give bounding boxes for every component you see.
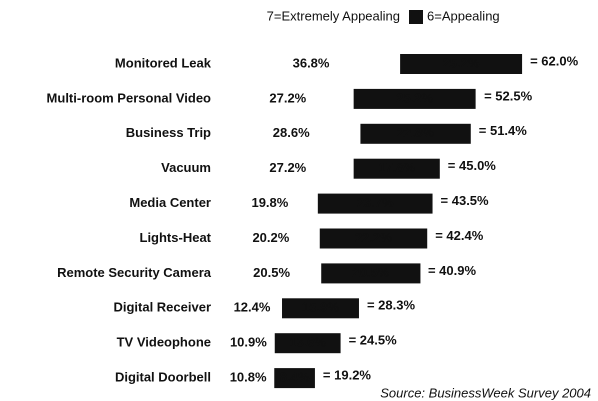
legend-label: 7=Extremely Appealing xyxy=(267,8,400,23)
category-label: Lights-Heat xyxy=(140,230,212,245)
total-label: = 51.4% xyxy=(479,123,528,138)
value-label: 27.2% xyxy=(269,90,306,105)
total-label: = 45.0% xyxy=(448,158,497,173)
value-label: 20.5% xyxy=(352,265,389,280)
category-label: Business Trip xyxy=(126,125,211,140)
source-note: Source: BusinessWeek Survey 2004 xyxy=(380,385,591,400)
value-label: 22.8% xyxy=(397,125,434,140)
bar-segment xyxy=(222,263,322,284)
category-label: Vacuum xyxy=(161,160,211,175)
bar-segment xyxy=(274,368,315,389)
legend-swatch xyxy=(409,10,423,24)
bar-segment xyxy=(353,88,476,109)
bar-segment xyxy=(282,298,359,319)
category-label: Digital Doorbell xyxy=(115,370,211,385)
total-label: = 52.5% xyxy=(484,88,533,103)
bar-segment xyxy=(274,333,341,354)
bar-segment xyxy=(222,228,320,249)
value-label: 8.4% xyxy=(280,370,310,385)
value-label: 28.6% xyxy=(273,125,310,140)
value-label: 19.8% xyxy=(251,195,288,210)
bar-segment xyxy=(353,158,440,179)
bar-segment xyxy=(222,123,361,144)
value-label: 15.9% xyxy=(302,300,339,315)
total-label: = 43.5% xyxy=(441,193,490,208)
value-label: 17.8% xyxy=(378,160,415,175)
value-label: 36.8% xyxy=(293,55,330,70)
category-label: Media Center xyxy=(129,195,211,210)
bar-segment xyxy=(222,368,275,389)
category-label: TV Videophone xyxy=(117,335,211,350)
bar-segment xyxy=(222,88,354,109)
value-label: 22.2% xyxy=(355,230,392,245)
value-label: 13.6% xyxy=(289,335,326,350)
bar-segment xyxy=(222,333,275,354)
bar-segment xyxy=(222,298,283,319)
value-label: 10.9% xyxy=(230,335,267,350)
value-label: 27.2% xyxy=(269,160,306,175)
bar-segment xyxy=(222,193,318,214)
total-label: = 40.9% xyxy=(428,263,477,278)
value-label: 25.2% xyxy=(443,55,480,70)
bar-segment xyxy=(321,263,421,284)
value-label: 23.7% xyxy=(357,195,394,210)
value-label: 10.8% xyxy=(230,370,267,385)
value-label: 20.2% xyxy=(252,230,289,245)
total-label: = 42.4% xyxy=(435,228,484,243)
category-label: Remote Security Camera xyxy=(57,265,212,280)
bar-segment xyxy=(400,54,523,74)
bar-segment xyxy=(317,193,433,214)
total-label: = 28.3% xyxy=(367,298,416,313)
bar-segment xyxy=(222,158,354,179)
category-label: Monitored Leak xyxy=(115,55,212,70)
bar-segment xyxy=(360,123,471,144)
total-label: = 62.0% xyxy=(530,53,579,68)
category-label: Multi-room Personal Video xyxy=(47,90,212,105)
bar-segment xyxy=(319,228,428,249)
legend-label: 6=Appealing xyxy=(427,8,500,23)
bar-segment xyxy=(222,54,401,74)
value-label: 20.5% xyxy=(253,265,290,280)
legend-swatch xyxy=(404,11,405,24)
value-label: 12.4% xyxy=(234,300,271,315)
total-label: = 24.5% xyxy=(349,333,398,348)
total-label: = 19.2% xyxy=(323,368,372,383)
category-label: Digital Receiver xyxy=(113,300,211,315)
value-label: 25.2% xyxy=(396,90,433,105)
